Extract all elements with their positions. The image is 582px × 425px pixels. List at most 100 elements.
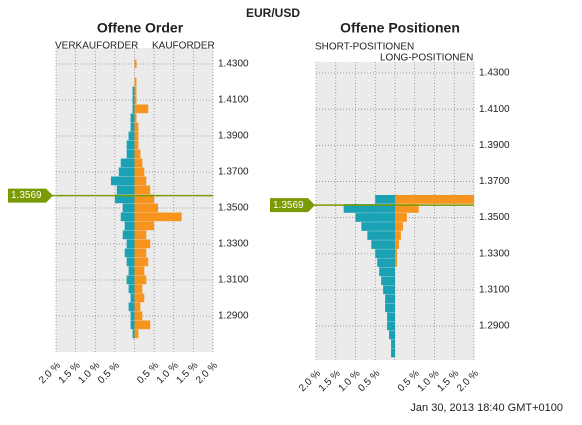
bar (391, 339, 395, 349)
bar (375, 195, 395, 204)
bar (134, 77, 137, 87)
bar (122, 230, 135, 240)
bar (377, 258, 395, 267)
page-title: EUR/USD (246, 6, 300, 20)
chart-title: Offene Positionen (340, 20, 460, 36)
bar (387, 321, 395, 331)
bar (126, 140, 135, 150)
current-price-box (8, 188, 53, 203)
bar (134, 239, 151, 249)
bar (134, 221, 155, 231)
bar (128, 266, 135, 276)
bar (385, 294, 395, 304)
bar (134, 59, 137, 69)
bar (130, 113, 135, 123)
x-tick-label: 1.0 % (76, 360, 102, 386)
bar (126, 149, 135, 159)
x-tick-label: 0.5 % (396, 368, 422, 394)
bar (387, 312, 395, 322)
bar (128, 131, 135, 141)
x-tick-label: 0.5 % (356, 368, 382, 394)
bar (134, 212, 182, 222)
bar (361, 222, 395, 231)
bar (134, 266, 145, 276)
bar (134, 185, 151, 195)
bar (120, 212, 135, 222)
bar (134, 167, 145, 177)
bar (134, 329, 139, 339)
x-tick-label: 1.5 % (57, 360, 83, 386)
bar (126, 239, 135, 249)
bar (128, 284, 135, 294)
bar (132, 329, 135, 339)
bar (130, 122, 135, 132)
bar (134, 230, 147, 240)
bar (134, 113, 137, 123)
x-tick-label: 2.0 % (455, 368, 481, 394)
x-tick-label: 1.5 % (317, 368, 343, 394)
bar (134, 131, 139, 141)
y-tick-label: 1.3300 (479, 248, 510, 259)
bar (128, 302, 135, 312)
bar (134, 248, 147, 258)
bar (134, 122, 139, 132)
legend-label: VERKAUFORDER (55, 41, 138, 52)
y-tick-label: 1.3100 (218, 275, 249, 286)
bar (395, 249, 397, 258)
bar (395, 195, 474, 204)
bar (134, 149, 141, 159)
bar (395, 222, 403, 231)
bar (134, 275, 147, 285)
y-tick-label: 1.3500 (479, 212, 510, 223)
legend-label: KAUFORDER (152, 41, 215, 52)
current-price-box (270, 198, 315, 213)
y-tick-label: 1.4300 (218, 59, 249, 70)
bar (130, 320, 135, 330)
bar (134, 203, 159, 213)
y-tick-label: 1.2900 (218, 311, 249, 322)
bar (134, 194, 155, 204)
bar (126, 275, 135, 285)
y-tick-label: 1.3500 (218, 203, 249, 214)
timestamp: Jan 30, 2013 18:40 GMT+0100 (410, 402, 563, 414)
bar (130, 311, 135, 321)
y-tick-label: 1.4100 (479, 104, 510, 115)
y-tick-label: 1.4300 (479, 68, 510, 79)
bar (118, 167, 135, 177)
y-tick-label: 1.3900 (479, 140, 510, 151)
bar (134, 320, 151, 330)
bar (134, 176, 147, 186)
y-tick-label: 1.2900 (479, 321, 510, 332)
bar (134, 104, 149, 114)
bar (120, 158, 135, 168)
bar (395, 204, 419, 213)
y-tick-label: 1.3300 (218, 239, 249, 250)
y-tick-label: 1.4100 (218, 95, 249, 106)
bar (132, 95, 135, 105)
y-tick-label: 1.3700 (218, 167, 249, 178)
bar (355, 213, 395, 222)
x-tick-label: 1.5 % (435, 368, 461, 394)
current-price-label: 1.3569 (273, 200, 304, 211)
bar (114, 194, 135, 204)
x-tick-label: 2.0 % (297, 368, 323, 394)
bar (132, 104, 135, 114)
bar (134, 257, 149, 267)
x-tick-label: 1.0 % (155, 360, 181, 386)
y-tick-label: 1.3100 (479, 285, 510, 296)
bar (375, 249, 395, 258)
current-price-label: 1.3569 (11, 190, 42, 201)
bar (383, 285, 395, 295)
y-tick-label: 1.3700 (479, 176, 510, 187)
bar (124, 248, 135, 258)
bar (134, 140, 139, 150)
chart-title: Offene Order (97, 20, 184, 36)
bar (371, 240, 395, 249)
bar (389, 330, 395, 340)
y-tick-label: 1.3900 (218, 131, 249, 142)
bar (134, 302, 141, 312)
bar (122, 203, 135, 213)
bar (367, 231, 395, 240)
x-tick-label: 1.0 % (416, 368, 442, 394)
